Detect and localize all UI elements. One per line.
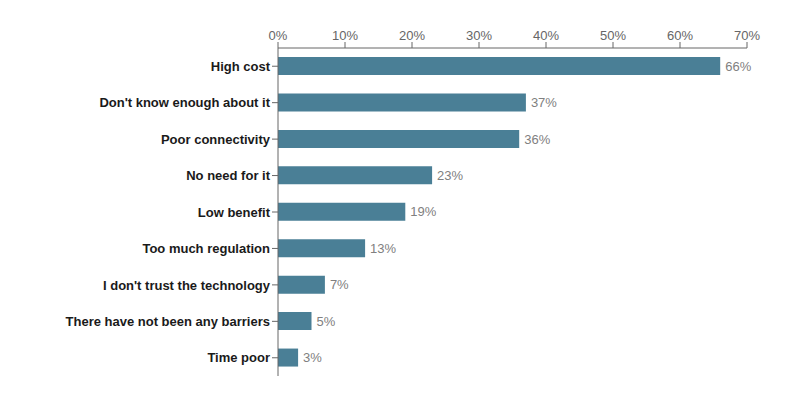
svg-text:Too much regulation: Too much regulation	[142, 241, 270, 256]
svg-text:20%: 20%	[399, 28, 425, 43]
svg-text:There have not been any barrie: There have not been any barriers	[66, 314, 270, 329]
svg-text:High cost: High cost	[211, 59, 271, 74]
svg-text:7%: 7%	[330, 277, 349, 292]
svg-text:60%: 60%	[667, 28, 693, 43]
svg-text:Don't know enough about it: Don't know enough about it	[99, 95, 270, 110]
svg-text:50%: 50%	[600, 28, 626, 43]
svg-text:0%: 0%	[269, 28, 288, 43]
svg-text:Low benefit: Low benefit	[198, 205, 271, 220]
svg-text:30%: 30%	[466, 28, 492, 43]
svg-text:Poor connectivity: Poor connectivity	[161, 132, 271, 147]
svg-text:No need for it: No need for it	[186, 168, 270, 183]
svg-text:13%: 13%	[370, 241, 396, 256]
svg-text:66%: 66%	[725, 59, 751, 74]
svg-text:10%: 10%	[332, 28, 358, 43]
svg-text:37%: 37%	[531, 95, 557, 110]
svg-text:Time poor: Time poor	[207, 350, 270, 365]
svg-text:70%: 70%	[734, 28, 760, 43]
svg-text:40%: 40%	[533, 28, 559, 43]
svg-text:23%: 23%	[437, 168, 463, 183]
svg-text:36%: 36%	[524, 132, 550, 147]
svg-text:19%: 19%	[410, 204, 436, 219]
svg-text:5%: 5%	[317, 314, 336, 329]
svg-text:I don't trust the technology: I don't trust the technology	[103, 278, 271, 293]
svg-text:3%: 3%	[303, 350, 322, 365]
